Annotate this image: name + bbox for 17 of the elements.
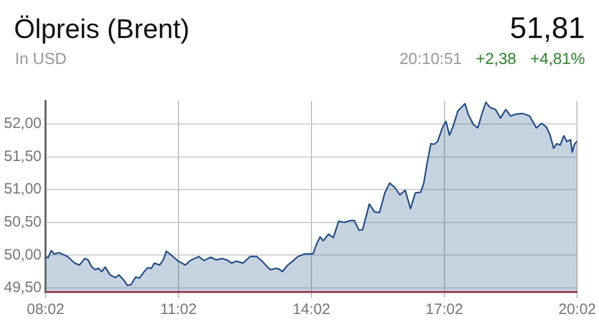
x-tick-label: 11:02 [160, 301, 197, 318]
y-tick-label: 50,00 [4, 246, 42, 264]
chart-subtitle: In USD [15, 51, 67, 69]
y-tick-label: 51,50 [4, 148, 42, 165]
x-tick-label: 14:02 [292, 301, 330, 318]
chart-title: Ölpreis (Brent) [14, 14, 190, 45]
y-tick-label: 50,50 [4, 214, 42, 231]
y-tick-label: 52,00 [4, 115, 42, 132]
y-tick-label: 49,50 [4, 279, 42, 296]
x-tick-label: 17:02 [426, 301, 464, 318]
x-tick-label: 08:02 [26, 301, 64, 318]
y-tick-label: 51,00 [4, 180, 42, 198]
text: +2,38 [476, 51, 516, 69]
x-tick-label: 20:02 [558, 301, 596, 318]
text: 51,81 [510, 12, 585, 46]
text: 20:10:51 [400, 51, 462, 69]
text: +4,81% [530, 51, 585, 69]
